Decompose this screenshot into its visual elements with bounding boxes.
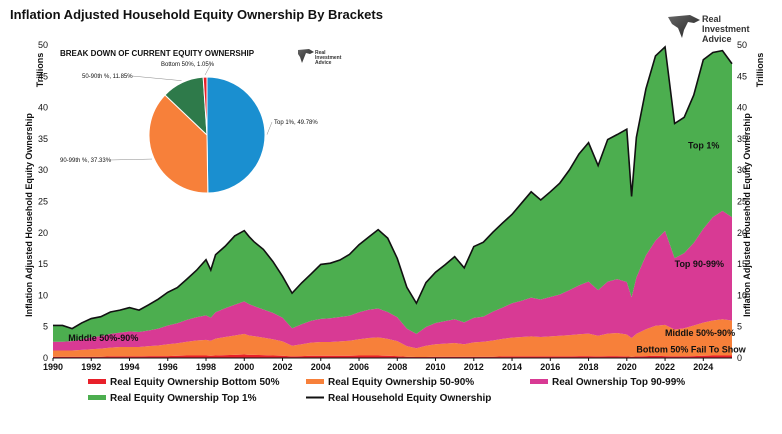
x-tick-label: 2006 <box>349 362 369 372</box>
pie-title: BREAK DOWN OF CURRENT EQUITY OWNERSHIP <box>60 49 255 58</box>
y-axis-left: 0 5 10 15 20 25 30 35 40 45 50 <box>38 40 48 363</box>
plot-area <box>53 45 733 358</box>
annotation: Bottom 50% Fail To Show <box>636 344 746 354</box>
area-series-1 <box>53 319 732 358</box>
y-axis-right: 0 5 10 15 20 25 30 35 40 45 50 <box>737 40 747 363</box>
y-tick-label-left: 35 <box>38 134 48 144</box>
y-tick-label-left: 50 <box>38 40 48 50</box>
y-tick-label-left: 20 <box>38 228 48 238</box>
logo-line3: Advice <box>702 34 732 44</box>
y-tick-label-right: 20 <box>737 228 747 238</box>
pie-label-3: Bottom 50%, 1.05% <box>161 62 215 68</box>
x-tick-label: 2016 <box>540 362 560 372</box>
x-tick-label: 2000 <box>234 362 254 372</box>
y-tick-label-right: 50 <box>737 40 747 50</box>
logo-line2: Investment <box>702 24 750 34</box>
x-tick-label: 1996 <box>158 362 178 372</box>
y-axis-label-left: Inflation Adjusted Household Equity Owne… <box>24 113 34 317</box>
legend-swatch-3 <box>88 395 106 400</box>
logo-line1: Real <box>702 14 721 24</box>
legend: Real Equity Ownership Bottom 50% Real Equ… <box>88 377 685 404</box>
total-line <box>53 45 733 330</box>
y-tick-label-right: 10 <box>737 290 747 300</box>
pie-leader-2 <box>131 75 182 81</box>
pie-slice-1 <box>148 94 209 194</box>
pie-leader-3 <box>204 63 212 76</box>
x-tick-label: 2018 <box>579 362 599 372</box>
pie-label-2: 50-90th %, 11.85% <box>82 74 133 80</box>
legend-label-4: Real Household Equity Ownership <box>328 393 491 404</box>
pie-eagle-icon <box>298 49 314 63</box>
y-tick-label-left: 30 <box>38 165 48 175</box>
legend-swatch-1 <box>306 379 324 384</box>
y-tick-label-right: 5 <box>737 322 742 332</box>
x-tick-label: 2020 <box>617 362 637 372</box>
x-tick-label: 1994 <box>119 362 139 372</box>
annotation: Middle 50%-90% <box>665 328 735 338</box>
y-axis-label-right: Inflation Adjusted Household Equity Owne… <box>742 113 752 317</box>
area-series-3 <box>53 46 732 342</box>
annotation: Middle 50%-90% <box>68 333 138 343</box>
eagle-icon <box>668 15 700 38</box>
y-tick-label-left: 45 <box>38 71 48 81</box>
annotation: Top 90-99% <box>675 259 724 269</box>
pie-leader-1 <box>109 158 153 161</box>
pie-label-0: Top 1%, 49.78% <box>274 120 318 126</box>
legend-label-3: Real Equity Ownership Top 1% <box>110 393 257 404</box>
y-tick-label-right: 40 <box>737 103 747 113</box>
area-series-2 <box>53 210 732 351</box>
x-tick-label: 2022 <box>655 362 675 372</box>
y-tick-label-left: 0 <box>43 353 48 363</box>
annotations: Top 1% Top 90-99% Middle 50%-90% Bottom 50%… <box>68 140 746 354</box>
annotation: Top 1% <box>688 140 719 150</box>
pie-logo-line2: Investment <box>315 55 342 61</box>
legend-swatch-2 <box>530 379 548 384</box>
legend-label-1: Real Equity Ownership 50-90% <box>328 377 474 388</box>
y-tick-label-right: 35 <box>737 134 747 144</box>
y-tick-label-left: 15 <box>38 259 48 269</box>
pie-label-1: 90-99th %, 37.33% <box>60 158 112 164</box>
pie-slice-3 <box>202 76 208 136</box>
y-tick-label-left: 5 <box>43 322 48 332</box>
x-tick-label: 2004 <box>311 362 331 372</box>
y-tick-label-right: 25 <box>737 197 747 207</box>
inset-pie: BREAK DOWN OF CURRENT EQUITY OWNERSHIP R… <box>60 49 342 194</box>
logo: Real Investment Advice <box>668 14 750 44</box>
legend-label-2: Real Ownership Top 90-99% <box>552 377 685 388</box>
x-tick-label: 2010 <box>426 362 446 372</box>
x-tick-label: 2014 <box>502 362 522 372</box>
x-tick-label: 1998 <box>196 362 216 372</box>
y-unit-left: Trillions <box>35 53 45 88</box>
x-tick-label: 1990 <box>43 362 63 372</box>
legend-swatch-0 <box>88 379 106 384</box>
pie-slice-0 <box>206 76 266 194</box>
x-tick-label: 2002 <box>273 362 293 372</box>
chart-title: Inflation Adjusted Household Equity Owne… <box>10 7 383 22</box>
y-tick-label-right: 15 <box>737 259 747 269</box>
pie-logo-line3: Advice <box>315 60 332 66</box>
x-tick-label: 2008 <box>387 362 407 372</box>
legend-label-0: Real Equity Ownership Bottom 50% <box>110 377 280 388</box>
y-tick-label-right: 30 <box>737 165 747 175</box>
x-tick-label: 2024 <box>693 362 713 372</box>
y-tick-label-left: 25 <box>38 197 48 207</box>
area-series-0 <box>53 354 732 358</box>
x-tick-label: 1992 <box>81 362 101 372</box>
y-tick-label-left: 40 <box>38 103 48 113</box>
x-tick-label: 2012 <box>464 362 484 372</box>
pie-leader-0 <box>266 121 273 135</box>
x-axis: 1990 1992 1994 1996 1998 2000 2002 2004 2006 2008… <box>43 357 732 372</box>
y-unit-right: Trillions <box>755 53 765 88</box>
pie-logo-line1: Real <box>315 50 326 56</box>
y-tick-label-right: 0 <box>737 353 742 363</box>
y-tick-label-right: 45 <box>737 71 747 81</box>
y-tick-label-left: 10 <box>38 290 48 300</box>
